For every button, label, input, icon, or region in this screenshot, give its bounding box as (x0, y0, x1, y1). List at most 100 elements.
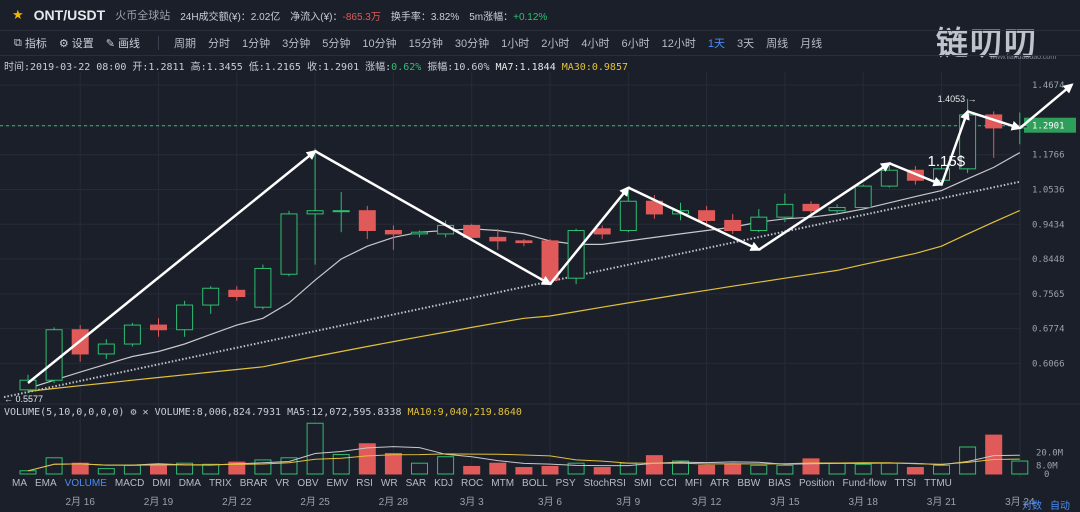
indicator-tab[interactable]: BBW (737, 478, 761, 489)
price-tick-label: 0.8448 (1032, 255, 1065, 265)
period-option[interactable]: 1小时 (501, 38, 530, 50)
trend-arrow-segment (314, 150, 552, 286)
indicator-tab[interactable]: StochRSI (583, 478, 626, 489)
volume-info-bar: VOLUME(5,10,0,0,0,0) ⚙ ✕ VOLUME:8,006,82… (4, 407, 522, 418)
period-option[interactable]: 3分钟 (282, 38, 311, 50)
indicator-tab[interactable]: Fund-flow (842, 478, 887, 489)
time-tick-label: 2月 19 (144, 496, 174, 508)
volume-bar (593, 467, 611, 475)
indicator-tab[interactable]: MA (12, 478, 27, 489)
indicator-tab[interactable]: MACD (114, 478, 145, 489)
candle-body (384, 229, 402, 235)
time-tick-label: 3月 24 (1005, 496, 1035, 508)
indicator-tab[interactable]: TRIX (208, 478, 232, 489)
volume-bar (463, 465, 481, 475)
indicator-tab[interactable]: EMA (35, 478, 57, 489)
candle-body (463, 224, 481, 238)
volume-bar (802, 458, 820, 475)
indicator-tab[interactable]: ROC (461, 478, 484, 489)
candle-low: 1.2165 (264, 62, 301, 73)
period-option[interactable]: 1分钟 (241, 38, 271, 50)
indicator-tab[interactable]: TTSI (894, 478, 917, 489)
period-option[interactable]: 10分钟 (362, 38, 397, 50)
indicator-tab[interactable]: WR (380, 478, 398, 489)
period-option[interactable]: 15分钟 (408, 38, 443, 50)
price-tick-label: 1.1766 (1032, 151, 1065, 161)
indicator-tab[interactable]: OBV (297, 478, 319, 489)
indicator-tab[interactable]: PSY (555, 478, 576, 489)
volume-bar (828, 462, 846, 475)
period-option[interactable]: 2小时 (541, 38, 570, 50)
indicator-button[interactable]: ⧉ 指标 (14, 36, 47, 51)
indicator-tab[interactable]: BRAR (239, 478, 268, 489)
volume-bar (933, 464, 950, 475)
volume-bar (150, 463, 167, 475)
volume-bar (437, 456, 455, 475)
candle-amplitude: 10.60% (453, 62, 490, 73)
indicator-tab[interactable]: KDJ (434, 478, 454, 489)
candle-body (567, 229, 585, 279)
candle-body (358, 210, 376, 231)
pair-name[interactable]: ONT/USDT (33, 7, 106, 23)
period-option[interactable]: 3天 (736, 38, 755, 50)
time-tick-label: 3月 3 (460, 496, 484, 508)
indicator-tab[interactable]: VOLUME (64, 478, 107, 489)
draw-line-button[interactable]: ✎ 画线 (105, 37, 140, 51)
indicator-tab[interactable]: DMI (152, 478, 171, 489)
volume-bar (724, 463, 742, 475)
candle-body (489, 236, 507, 242)
period-option-active[interactable]: 1天 (707, 38, 725, 50)
volume-ma5: 12,072,595.8338 (311, 407, 402, 418)
indicator-tab[interactable]: SMI (633, 478, 652, 489)
indicator-tab[interactable]: CCI (659, 478, 677, 489)
candle-open: 1.2811 (148, 62, 185, 73)
indicator-tab[interactable]: BOLL (522, 478, 548, 489)
volume-settings-icon[interactable]: ⚙ (130, 407, 137, 418)
indicator-tab[interactable]: MFI (684, 478, 703, 489)
candle-body (802, 203, 820, 212)
volume-bar (750, 464, 768, 475)
period-option[interactable]: 6小时 (621, 38, 650, 50)
candle-body (176, 304, 194, 331)
period-option[interactable]: 30分钟 (454, 38, 490, 50)
period-option[interactable]: 12小时 (661, 38, 696, 50)
period-option[interactable]: 4小时 (581, 38, 610, 50)
favorite-star-icon[interactable]: ★ (12, 7, 24, 22)
period-label: 周期 (173, 38, 196, 50)
volume-bar (985, 434, 1003, 475)
time-tick-label: 3月 12 (692, 496, 722, 508)
settings-button[interactable]: ⚙ 设置 (58, 37, 94, 51)
volume-bar (959, 446, 977, 475)
indicator-tab[interactable]: DMA (178, 478, 201, 489)
candle-body (202, 287, 220, 306)
volume-24h: 24H成交额(¥)：2.02亿 (180, 11, 281, 23)
indicator-tab[interactable]: TTMU (924, 478, 952, 489)
indicator-tab[interactable]: EMV (326, 478, 349, 489)
auto-scale-toggle[interactable]: 自动 (1050, 501, 1070, 512)
volume-bar (672, 460, 689, 475)
period-option[interactable]: 5分钟 (322, 38, 351, 50)
indicator-tab[interactable]: SAR (405, 478, 427, 489)
candle-high: 1.3455 (206, 62, 243, 73)
log-scale-toggle[interactable]: 对数 (1022, 501, 1042, 512)
candle-body (332, 210, 350, 213)
ma7-line (27, 152, 1021, 390)
period-option[interactable]: 月线 (800, 38, 823, 50)
header-bar: ★ ONT/USDT 火币全球站 24H成交额(¥)：2.02亿 净流入(¥)：… (0, 0, 1080, 30)
period-option[interactable]: 分时 (207, 38, 230, 50)
indicator-tabs: MA EMA VOLUME MACD DMI DMA TRIX BRAR VR OBV EMV RSI… (0, 478, 1020, 492)
indicator-tab[interactable]: VR (275, 478, 290, 489)
candle-body (254, 267, 272, 308)
price-tick-label: 0.9434 (1032, 220, 1065, 230)
indicator-tab[interactable]: BIAS (768, 478, 791, 489)
indicator-tab[interactable]: RSI (356, 478, 373, 489)
period-option[interactable]: 周线 (766, 38, 789, 50)
time-tick-label: 3月 21 (927, 496, 957, 508)
volume-close-icon[interactable]: ✕ (142, 407, 149, 418)
indicator-tab[interactable]: MTM (491, 478, 515, 489)
time-tick-label: 2月 16 (65, 496, 95, 508)
indicator-icon: ⧉ (14, 36, 22, 49)
indicator-tab[interactable]: Position (798, 478, 835, 489)
indicator-tab[interactable]: ATR (710, 478, 730, 489)
